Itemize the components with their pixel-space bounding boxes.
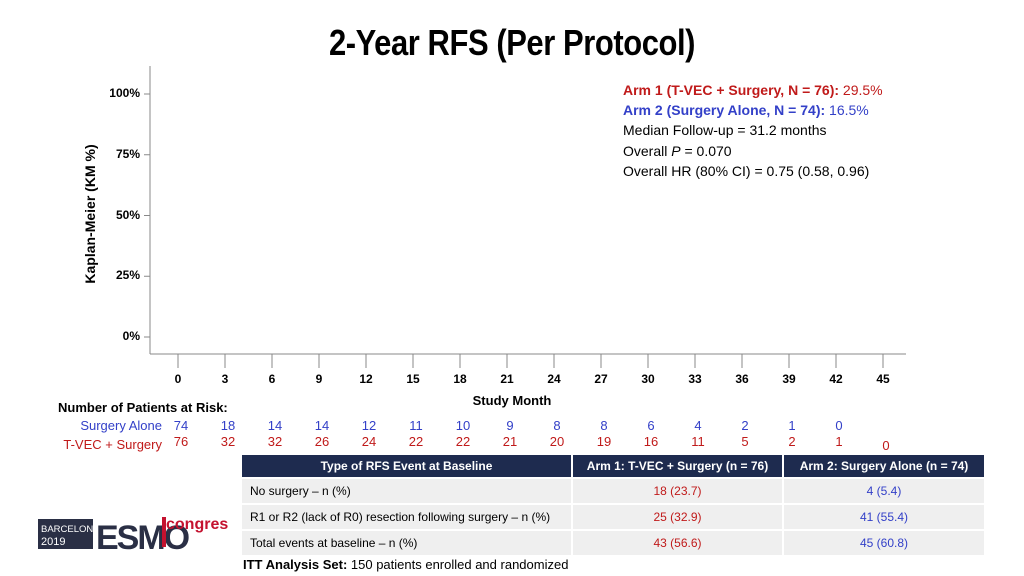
risk-value-surgery-alone: 10 <box>455 418 471 433</box>
table-header-arm1: Arm 1: T-VEC + Surgery (n = 76) <box>571 455 783 479</box>
x-tick-label: 12 <box>359 372 373 386</box>
legend-arm1: Arm 1 (T-VEC + Surgery, N = 76): 29.5% <box>623 82 883 98</box>
x-tick-label: 0 <box>174 372 182 386</box>
risk-value-surgery-alone: 8 <box>600 418 608 433</box>
risk-value-tvec-surgery: 16 <box>643 434 659 449</box>
risk-value-tvec-surgery: 32 <box>220 434 236 449</box>
esmo-congress-logo: BARCELONA 2019 ESMO congress <box>38 516 228 553</box>
table-row: No surgery – n (%) 18 (23.7) 4 (5.4) <box>242 478 984 505</box>
risk-value-surgery-alone: 6 <box>647 418 655 433</box>
risk-value-surgery-alone: 11 <box>409 418 423 433</box>
y-tick-label: 25% <box>115 268 140 283</box>
risk-value-tvec-surgery: 5 <box>741 434 749 449</box>
legend-arm2: Arm 2 (Surgery Alone, N = 74): 16.5% <box>623 102 869 118</box>
risk-value-surgery-alone: 12 <box>361 418 377 433</box>
annotation-followup: Median Follow-up = 31.2 months <box>623 122 827 138</box>
risk-row-tvec-surgery-name: T-VEC + Surgery <box>63 437 162 452</box>
legend-arm2-value: 16.5% <box>829 102 869 118</box>
risk-value-tvec-surgery: 2 <box>788 434 796 449</box>
logo-year: 2019 <box>41 536 65 548</box>
logo-city-block <box>38 519 93 549</box>
logo-accent-bar <box>162 517 166 547</box>
footnote-text: 150 patients enrolled and randomized <box>347 557 569 572</box>
x-tick-label: 27 <box>594 372 608 386</box>
table-header-arm2: Arm 2: Surgery Alone (n = 74) <box>782 455 984 479</box>
risk-table-title: Number of Patients at Risk: <box>58 400 228 415</box>
risk-value-surgery-alone: 9 <box>506 418 514 433</box>
legend-arm2-name: Arm 2 (Surgery Alone, N = 74): <box>623 102 826 118</box>
risk-row-surgery-alone-name: Surgery Alone <box>80 418 162 433</box>
legend-arm1-value: 29.5% <box>842 82 883 98</box>
x-tick-label: 42 <box>829 372 843 386</box>
table-header-type: Type of RFS Event at Baseline <box>242 455 572 479</box>
risk-value-tvec-surgery: 1 <box>835 434 843 449</box>
annotation-p-prefix: Overall <box>623 143 672 159</box>
table-cell-arm2: 4 (5.4) <box>782 478 984 505</box>
risk-value-surgery-alone: 4 <box>694 418 702 433</box>
chart-title: 2-Year RFS (Per Protocol) <box>328 22 696 63</box>
x-tick-label: 24 <box>547 372 561 386</box>
annotation-p-suffix: = 0.070 <box>680 143 732 159</box>
risk-value-tvec-surgery: 32 <box>267 434 283 449</box>
table-cell-type: R1 or R2 (lack of R0) resection followin… <box>242 504 572 531</box>
table-cell-arm1: 25 (32.9) <box>571 504 783 531</box>
risk-value-surgery-alone: 74 <box>173 418 189 433</box>
x-tick-label: 6 <box>268 372 276 386</box>
footnote: ITT Analysis Set: 150 patients enrolled … <box>243 557 568 572</box>
risk-value-tvec-surgery: 11 <box>691 434 705 449</box>
rfs-event-table: Type of RFS Event at Baseline Arm 1: T-V… <box>242 455 984 557</box>
table-cell-type: No surgery – n (%) <box>242 478 572 505</box>
x-tick-label: 9 <box>315 372 323 386</box>
x-tick-label: 15 <box>406 372 420 386</box>
risk-value-tvec-surgery: 26 <box>314 434 330 449</box>
x-tick-label: 33 <box>688 372 702 386</box>
table-cell-arm1: 43 (56.6) <box>571 530 783 557</box>
annotation-p-value: Overall P = 0.070 <box>623 143 732 159</box>
legend-arm1-name: Arm 1 (T-VEC + Surgery, N = 76): <box>623 82 840 98</box>
table-cell-arm2: 45 (60.8) <box>782 530 984 557</box>
logo-suffix: congress <box>166 516 228 533</box>
y-tick-label: 75% <box>115 146 140 161</box>
y-tick-label: 100% <box>109 86 140 100</box>
risk-value-surgery-alone: 1 <box>788 418 796 433</box>
risk-value-tvec-surgery: 22 <box>455 434 471 449</box>
risk-value-tvec-surgery: 20 <box>549 434 565 449</box>
risk-value-surgery-alone: 8 <box>553 418 561 433</box>
table-row: R1 or R2 (lack of R0) resection followin… <box>242 504 984 531</box>
risk-value-surgery-alone: 0 <box>835 418 843 433</box>
km-plot <box>144 66 906 368</box>
x-axis-label: Study Month <box>472 393 552 408</box>
y-tick-label: 0% <box>122 329 140 343</box>
risk-value-surgery-alone: 2 <box>741 418 749 433</box>
table-header-row: Type of RFS Event at Baseline Arm 1: T-V… <box>242 455 984 479</box>
risk-value-tvec-surgery: 22 <box>408 434 424 449</box>
x-tick-label: 21 <box>500 372 514 386</box>
table-cell-arm2: 41 (55.4) <box>782 504 984 531</box>
risk-value-surgery-alone: 14 <box>314 418 330 433</box>
y-tick-label: 50% <box>115 207 140 222</box>
table-cell-type: Total events at baseline – n (%) <box>242 530 572 557</box>
risk-value-tvec-surgery: 0 <box>882 438 890 453</box>
risk-value-tvec-surgery: 21 <box>502 434 518 449</box>
risk-value-surgery-alone: 14 <box>267 418 283 433</box>
risk-value-tvec-surgery: 76 <box>173 434 189 449</box>
annotation-hr: Overall HR (80% CI) = 0.75 (0.58, 0.96) <box>623 163 870 179</box>
x-tick-label: 30 <box>641 372 655 386</box>
table-cell-arm1: 18 (23.7) <box>571 478 783 505</box>
x-tick-label: 39 <box>782 372 796 386</box>
x-tick-label: 45 <box>876 372 890 386</box>
risk-value-tvec-surgery: 24 <box>361 434 377 449</box>
logo-city: BARCELONA <box>41 524 100 535</box>
risk-value-tvec-surgery: 19 <box>596 434 612 449</box>
risk-value-surgery-alone: 18 <box>220 418 236 433</box>
x-tick-label: 18 <box>453 372 467 386</box>
footnote-label: ITT Analysis Set: <box>243 557 348 572</box>
annotation-p-letter: P <box>671 143 681 159</box>
logo-brand: ESMO <box>96 519 190 553</box>
table-row: Total events at baseline – n (%) 43 (56.… <box>242 530 984 557</box>
x-tick-label: 3 <box>221 372 229 386</box>
x-tick-label: 36 <box>735 372 749 386</box>
